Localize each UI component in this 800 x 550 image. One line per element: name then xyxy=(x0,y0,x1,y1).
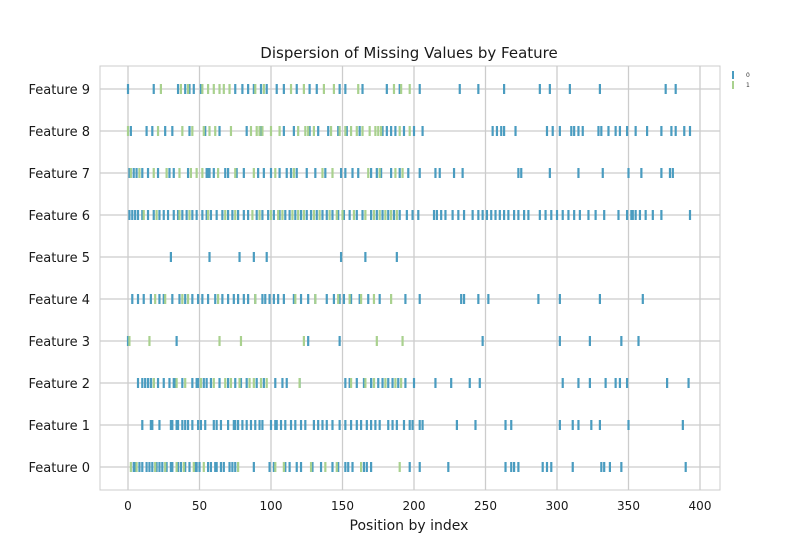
x-tick-label: 50 xyxy=(192,499,207,513)
x-tick-label: 250 xyxy=(474,499,497,513)
legend: 01 xyxy=(732,71,750,89)
plot-area xyxy=(99,65,721,491)
x-tick-label: 300 xyxy=(546,499,569,513)
x-tick-label: 200 xyxy=(403,499,426,513)
y-tick-label: Feature 0 xyxy=(28,461,90,476)
y-tick-label: Feature 6 xyxy=(28,209,90,224)
x-tick-labels: 0 50 100 150 200 250 300 350 400 xyxy=(124,499,711,513)
y-tick-label: Feature 9 xyxy=(28,83,90,98)
y-tick-label: Feature 4 xyxy=(28,293,90,308)
x-tick-label: 150 xyxy=(331,499,354,513)
y-tick-labels: Feature 0 Feature 1 Feature 2 Feature 3 Feat… xyxy=(28,83,90,476)
y-tick-label: Feature 7 xyxy=(28,167,90,182)
data-marks xyxy=(126,84,692,472)
y-tick-label: Feature 8 xyxy=(28,125,90,140)
x-tick-label: 400 xyxy=(689,499,712,513)
y-tick-label: Feature 2 xyxy=(28,377,90,392)
plot-frame xyxy=(99,65,721,491)
x-tick-label: 350 xyxy=(617,499,640,513)
y-tick-label: Feature 3 xyxy=(28,335,90,350)
series-0-marks xyxy=(126,84,692,472)
x-tick-label: 100 xyxy=(260,499,283,513)
legend-label: 0 xyxy=(746,72,750,79)
chart-title: Dispersion of Missing Values by Feature xyxy=(260,44,557,62)
x-tick-label: 0 xyxy=(124,499,132,513)
series-1-marks xyxy=(126,84,411,472)
x-axis-label: Position by index xyxy=(350,518,469,534)
y-tick-label: Feature 5 xyxy=(28,251,90,266)
legend-label: 1 xyxy=(746,82,750,89)
y-tick-label: Feature 1 xyxy=(28,419,90,434)
